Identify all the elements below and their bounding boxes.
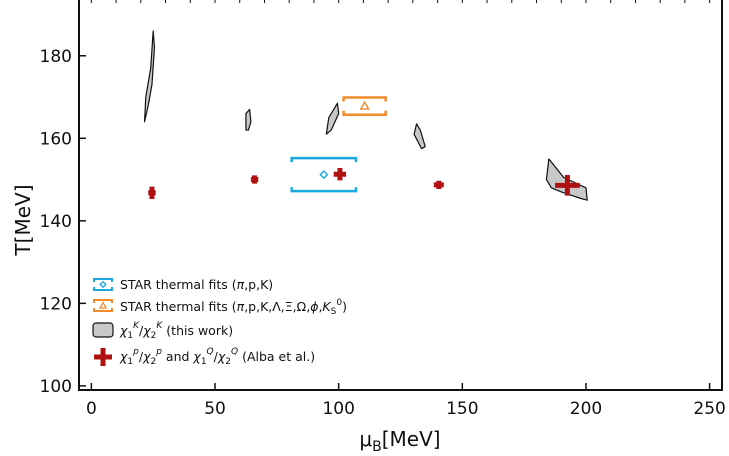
star-pkpi-fit-1-point [319,170,329,180]
legend-label-star-full: STAR thermal fits (π,p,K,Λ,Ξ,Ω,ϕ,KS0) [120,298,347,317]
legend-label-star-pkpi: STAR thermal fits (π,p,K) [120,277,273,292]
legend-marker-star-pkpi-point [99,280,107,289]
y-axis-title: T[MeV] [11,184,35,256]
x-axis-title: μB[MeV] [359,427,440,455]
alba-point-3 [333,168,347,181]
y-tick-label: 100 [40,377,72,397]
alba-point-5 [555,175,580,196]
star-full-fit-1-lower-bracket [342,110,387,117]
marks-layer [143,30,588,201]
legend-label-alba: χ1p/χ2p and χ1Q/χ2Q (Alba et al.) [119,347,315,367]
x-tick-label: 100 [322,399,354,419]
star-pkpi-fit-1-upper-bracket [290,156,358,163]
this-work-region-4 [413,123,426,150]
x-tick-label: 250 [693,399,725,419]
star-pkpi-fit-1-lower-bracket [290,187,358,193]
legend: STAR thermal fits (π,p,K) STAR thermal f… [92,277,347,367]
legend-marker-alba [94,348,112,366]
legend-entry-this-work: χ1K/χ2K (this work) [92,321,233,341]
legend-marker-star-pkpi [93,278,113,291]
y-tick-label: 180 [40,47,72,67]
x-tick-label: 200 [570,399,602,419]
legend-entry-star-pkpi: STAR thermal fits (π,p,K) [93,277,273,292]
alba-point-4 [433,180,444,190]
ticks-layer: 0 50 100 150 200 250 100 120 140 160 180 [40,0,726,419]
star-full-fit-1-point [359,100,370,110]
legend-marker-star-full-point [98,301,108,309]
this-work-region-3 [325,102,340,135]
this-work-region-2 [245,108,252,131]
y-tick-label: 160 [40,129,72,149]
this-work-region-1 [143,30,156,123]
y-tick-label: 120 [40,294,72,314]
legend-marker-this-work [92,322,114,338]
legend-marker-star-full [93,299,113,312]
legend-label-this-work: χ1K/χ2K (this work) [119,321,233,341]
alba-point-2 [250,175,259,184]
alba-point-1 [148,186,156,199]
x-tick-label: 0 [86,399,97,419]
legend-entry-star-full: STAR thermal fits (π,p,K,Λ,Ξ,Ω,ϕ,KS0) [93,298,347,317]
x-tick-label: 150 [446,399,478,419]
star-full-fit-1-upper-bracket [342,96,387,102]
x-tick-label: 50 [204,399,226,419]
y-tick-label: 140 [40,212,72,232]
plot-frame [78,0,723,391]
legend-entry-alba: χ1p/χ2p and χ1Q/χ2Q (Alba et al.) [94,347,315,367]
